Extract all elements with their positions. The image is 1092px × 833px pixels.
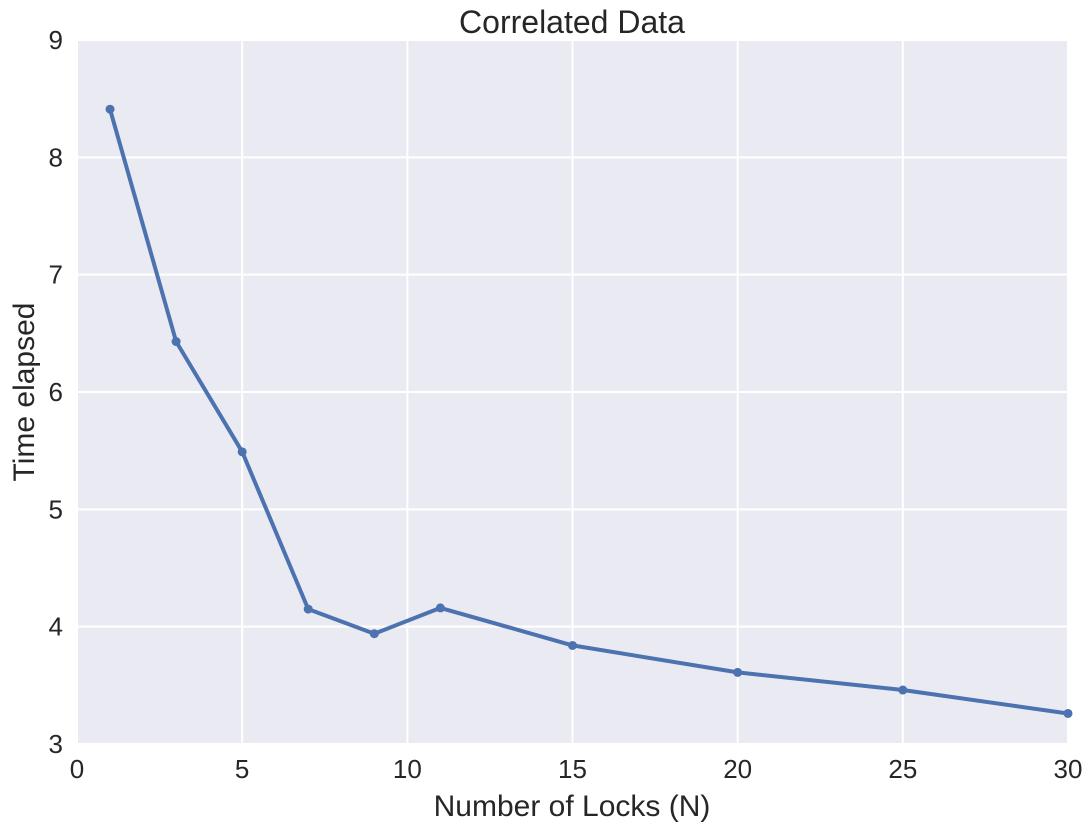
x-tick-label: 10 [393,754,422,784]
data-point [733,667,743,677]
x-tick-label: 5 [235,754,249,784]
data-point [568,640,577,650]
y-axis-title: Time elapsed [8,303,41,482]
data-point [303,604,313,614]
y-tick-label: 3 [49,729,63,759]
y-tick-label: 8 [49,142,63,172]
chart-title: Correlated Data [459,4,685,40]
x-axis-title: Number of Locks (N) [434,790,711,823]
y-tick-label: 9 [49,25,63,55]
x-tick-label: 0 [70,754,84,784]
data-point [105,104,115,114]
y-tick-label: 6 [49,377,63,407]
data-point [237,447,247,457]
grid-layer [76,39,1069,745]
x-tick-label: 15 [558,754,587,784]
data-point [369,629,379,639]
data-point [1063,708,1073,718]
data-point [171,337,181,347]
series-layer [105,104,1073,718]
series-line [108,107,1070,716]
tick-layer: 0 5 10 15 20 25 30 3 4 5 6 7 8 9 [49,25,1083,784]
x-tick-label: 25 [888,754,917,784]
y-tick-label: 4 [49,612,63,642]
data-point [898,685,908,695]
x-tick-label: 30 [1054,754,1083,784]
x-tick-label: 20 [723,754,752,784]
data-point [435,603,445,613]
y-tick-label: 7 [49,260,63,290]
y-tick-label: 5 [49,494,63,524]
